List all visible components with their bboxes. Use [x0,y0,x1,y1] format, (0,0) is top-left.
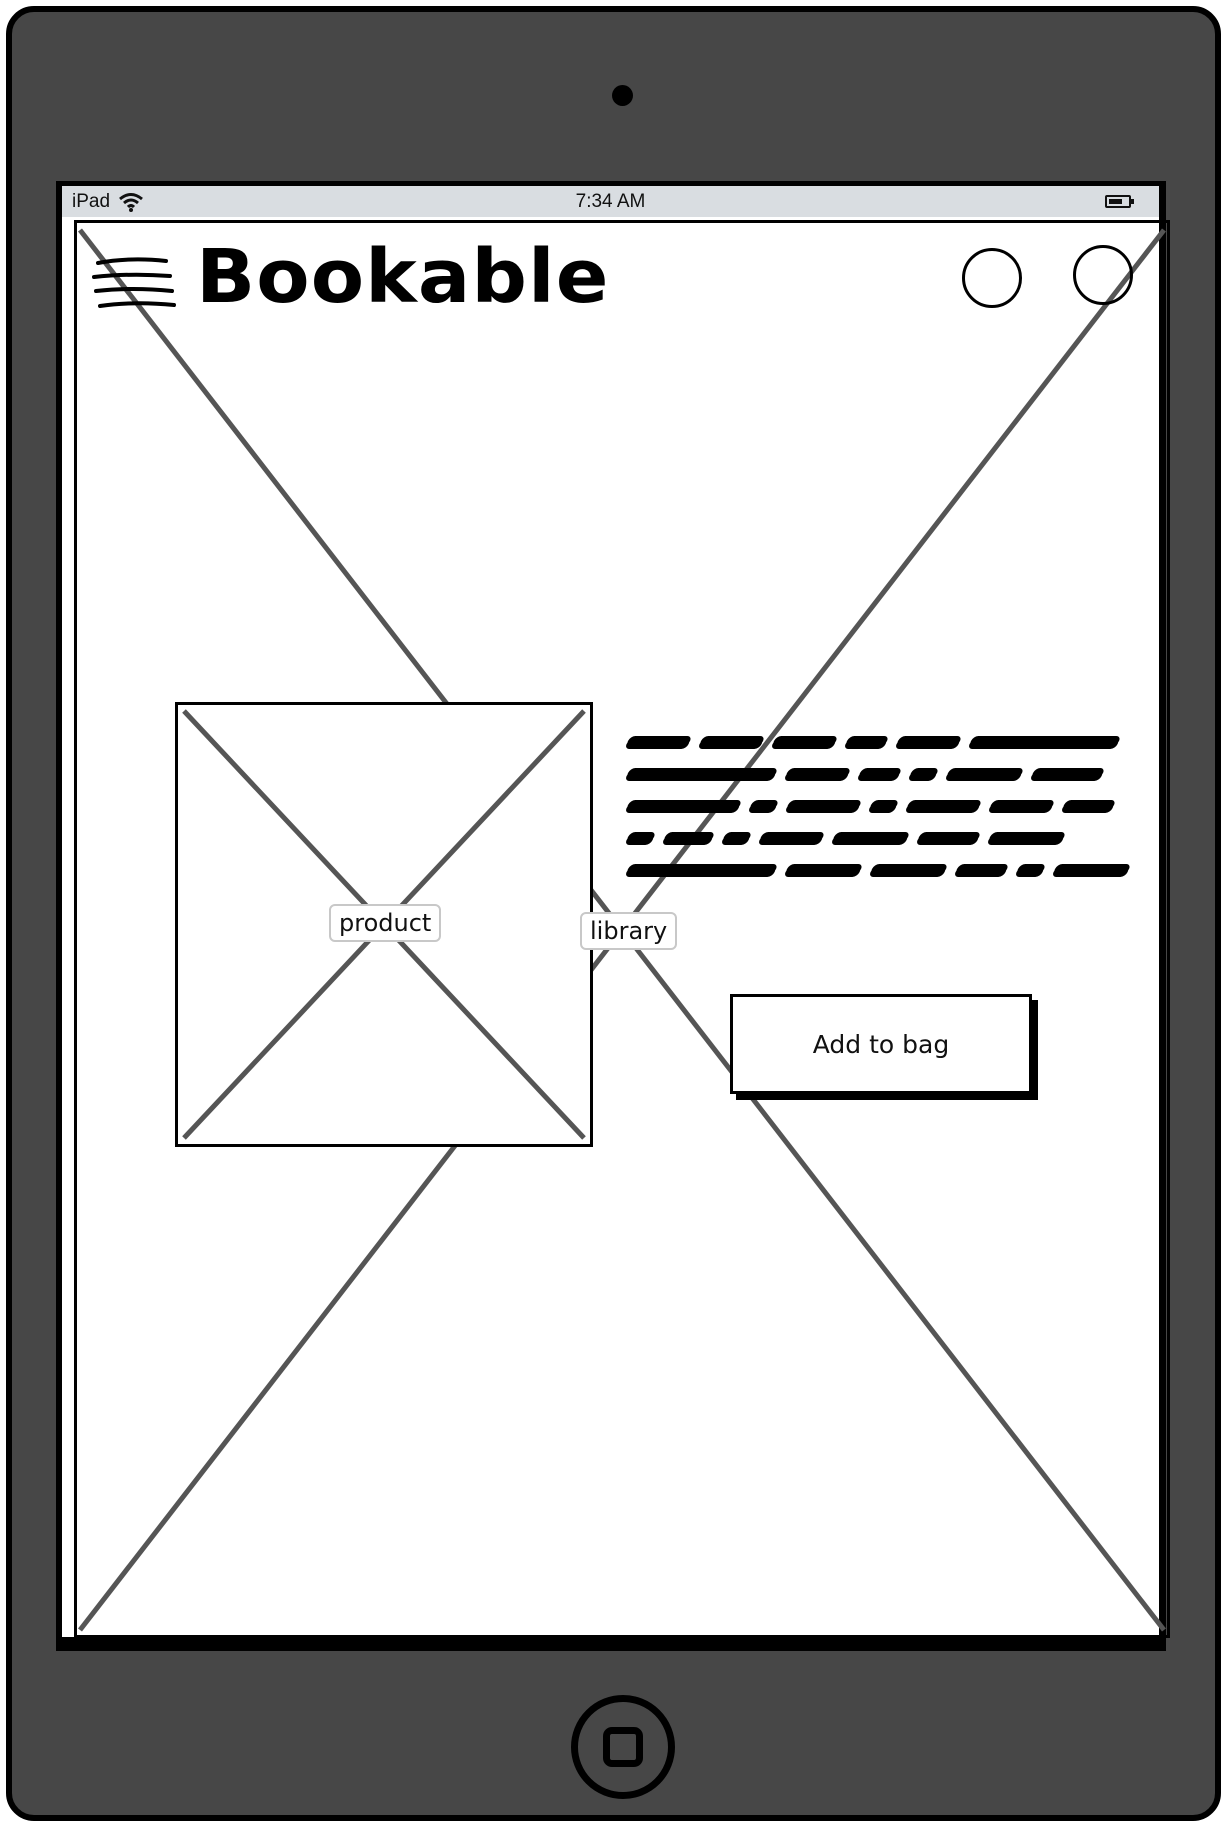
circle-button-1[interactable] [962,248,1022,308]
scribble-word [748,800,780,810]
app-logo[interactable]: Bookable [196,234,610,320]
add-to-bag-label: Add to bag [812,1029,950,1059]
status-bar: iPad 7:34 AM [62,186,1159,217]
scribble-word [895,736,963,746]
scribble-word [625,768,779,778]
scribble-word [905,800,983,810]
scribble-line [625,789,1168,821]
status-time: 7:34 AM [575,191,646,212]
scribble-word [831,832,911,842]
scribble-word [988,800,1056,810]
product-image-label: product [329,904,442,942]
scribble-word [785,800,863,810]
camera-icon [612,85,633,106]
scribble-word [625,736,693,746]
status-left: iPad [72,191,144,213]
scribble-word [625,832,657,842]
scribble-word [987,832,1067,842]
add-to-bag-button[interactable]: Add to bag [730,994,1032,1094]
scribble-word [758,832,826,842]
hamburger-menu-icon[interactable] [90,255,180,317]
scribble-word [784,864,864,874]
scribble-word [954,864,1010,874]
home-square-icon [603,1727,643,1767]
scribble-line [625,821,1168,853]
scribble-word [625,864,779,874]
wifi-icon [119,193,143,212]
scribble-word [1052,864,1132,874]
scribble-word [844,736,890,746]
scribble-word [1030,768,1106,778]
circle-button-2[interactable] [1073,245,1133,305]
scribble-word [869,864,949,874]
scribble-word [698,736,766,746]
scribble-line [625,853,1168,885]
scribble-line [625,757,1168,789]
scribble-word [625,800,743,810]
battery-icon [1105,195,1134,208]
scribble-word [945,768,1025,778]
scribble-word [968,736,1122,746]
battery-fill [1109,199,1122,204]
product-description-placeholder [625,725,1168,885]
scribble-word [1015,864,1047,874]
scribble-word [908,768,940,778]
home-button[interactable] [571,1695,675,1799]
scribble-word [662,832,716,842]
scribble-word [868,800,900,810]
scribble-word [721,832,753,842]
scribble-word [916,832,982,842]
scribble-line [625,725,1168,757]
scribble-word [784,768,852,778]
scribble-word [1061,800,1117,810]
scribble-word [771,736,839,746]
background-image-label: library [580,912,678,950]
scribble-word [857,768,903,778]
device-name: iPad [72,191,111,212]
